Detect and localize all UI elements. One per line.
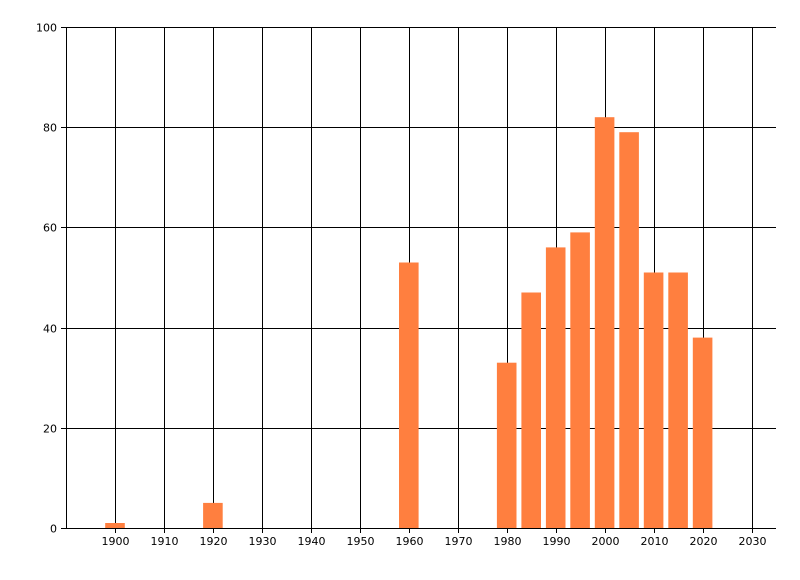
y-tick-label: 0 [50, 523, 57, 536]
x-tick-label: 2020 [690, 535, 718, 548]
x-tick-label: 1940 [298, 535, 326, 548]
bar [643, 272, 664, 528]
x-tick-label: 2030 [739, 535, 767, 548]
bars [105, 117, 713, 528]
x-tick-label: 1960 [396, 535, 424, 548]
bar [545, 247, 566, 528]
y-tick-label: 20 [43, 423, 57, 436]
y-tick-label: 80 [43, 122, 57, 135]
bar [619, 132, 639, 528]
bar [496, 362, 517, 528]
y-tick-label: 40 [43, 323, 57, 336]
bar [203, 502, 223, 528]
bar [521, 292, 541, 528]
y-tick-label: 60 [43, 222, 57, 235]
x-tick-label: 1930 [249, 535, 277, 548]
x-tick-label: 2000 [592, 535, 620, 548]
bar [570, 232, 590, 528]
x-tick-label: 2010 [641, 535, 669, 548]
x-tick-label: 1900 [102, 535, 130, 548]
x-tick-label: 1920 [200, 535, 228, 548]
y-tick-label: 100 [36, 22, 57, 35]
x-axis-ticks: 1900 1910 1920 1930 1940 1950 1960 1970 1980 1990… [102, 528, 767, 548]
bar [594, 117, 615, 528]
y-axis-ticks: 0 20 40 60 80 100 [36, 22, 66, 536]
x-tick-label: 1990 [543, 535, 571, 548]
bar [399, 262, 419, 528]
x-tick-label: 1910 [151, 535, 179, 548]
x-tick-label: 1970 [445, 535, 473, 548]
axes [66, 27, 776, 529]
x-tick-label: 1980 [494, 535, 522, 548]
bar [105, 523, 125, 528]
bar [692, 337, 713, 528]
bar [668, 272, 688, 528]
x-tick-label: 1950 [347, 535, 375, 548]
